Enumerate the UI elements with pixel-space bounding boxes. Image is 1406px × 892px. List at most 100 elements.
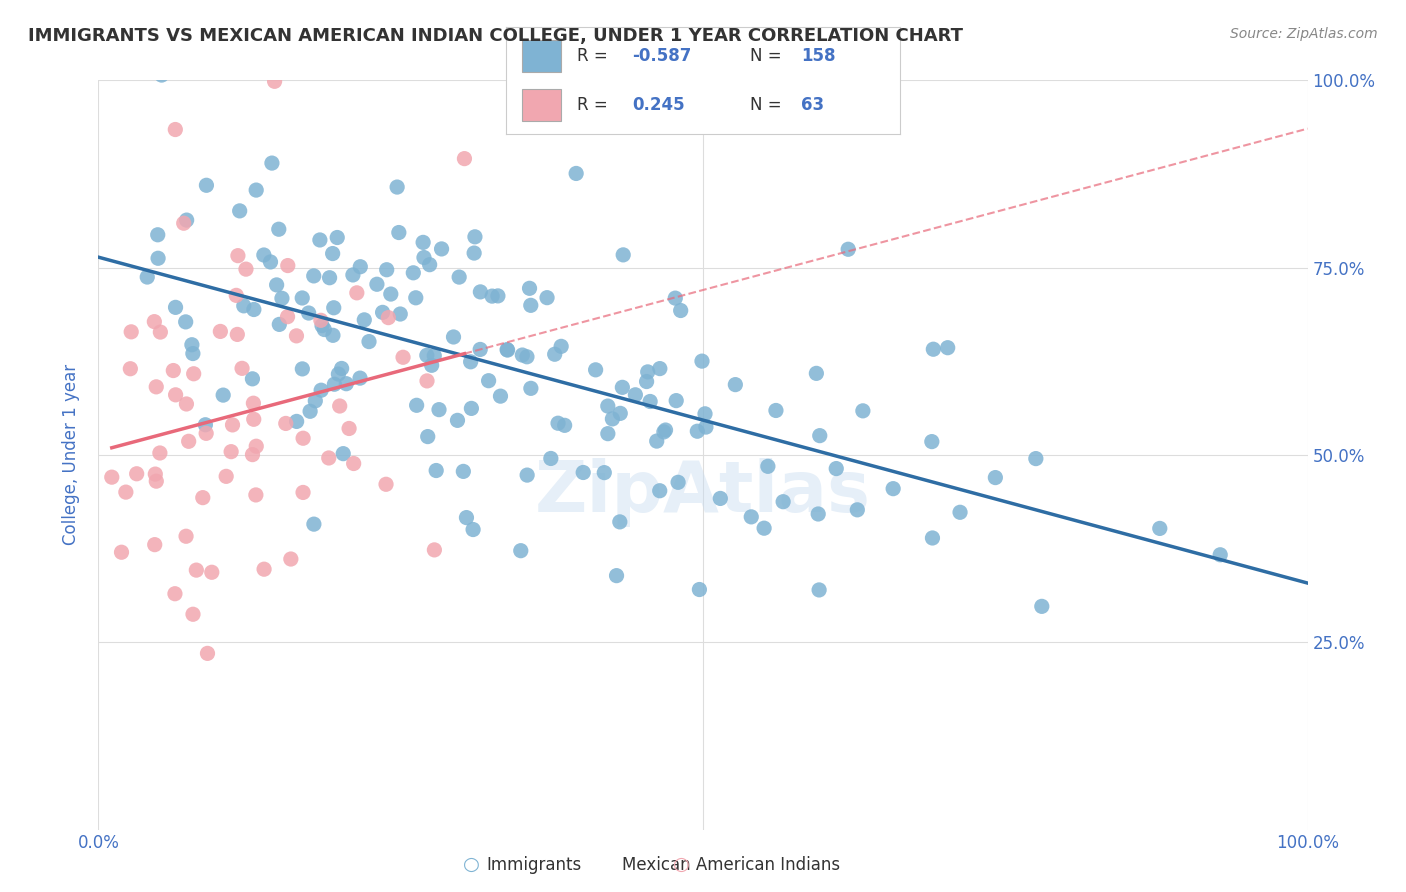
Point bbox=[593, 466, 616, 480]
Point bbox=[149, 446, 172, 460]
Point bbox=[143, 467, 166, 481]
Point bbox=[666, 475, 689, 490]
Point bbox=[219, 444, 242, 458]
Point bbox=[269, 318, 291, 332]
Point bbox=[388, 226, 411, 240]
Point bbox=[292, 485, 315, 500]
Point bbox=[519, 281, 541, 295]
Point bbox=[536, 291, 558, 305]
Point bbox=[637, 365, 659, 379]
Point bbox=[461, 523, 484, 537]
Point bbox=[197, 646, 219, 660]
Point bbox=[375, 262, 398, 277]
Point bbox=[446, 413, 468, 427]
Point bbox=[322, 246, 344, 260]
Point bbox=[430, 242, 453, 256]
Point bbox=[165, 301, 187, 315]
Point bbox=[645, 434, 668, 448]
Point bbox=[520, 381, 543, 395]
Point bbox=[375, 477, 398, 491]
Point bbox=[194, 417, 217, 432]
Point bbox=[274, 417, 297, 431]
Point bbox=[366, 277, 388, 292]
Point bbox=[174, 315, 197, 329]
Text: IMMIGRANTS VS MEXICAN AMERICAN INDIAN COLLEGE, UNDER 1 YEAR CORRELATION CHART: IMMIGRANTS VS MEXICAN AMERICAN INDIAN CO… bbox=[28, 27, 963, 45]
Point bbox=[808, 582, 831, 597]
Point bbox=[314, 322, 336, 336]
Point bbox=[516, 350, 538, 364]
Point bbox=[624, 388, 647, 402]
Point bbox=[921, 531, 943, 545]
Point bbox=[120, 361, 142, 376]
Point bbox=[550, 339, 572, 353]
Text: ○: ○ bbox=[673, 855, 690, 873]
Point bbox=[1031, 599, 1053, 614]
Point bbox=[837, 242, 859, 256]
Point bbox=[285, 329, 308, 343]
Point bbox=[496, 343, 519, 357]
Point bbox=[149, 325, 172, 339]
Point bbox=[177, 434, 200, 449]
Point bbox=[405, 398, 427, 412]
Point bbox=[349, 260, 371, 274]
Point bbox=[212, 388, 235, 402]
Point bbox=[302, 517, 325, 532]
Point bbox=[949, 505, 972, 519]
Point bbox=[201, 566, 224, 580]
Point bbox=[806, 367, 828, 381]
Point bbox=[609, 406, 631, 420]
Point bbox=[309, 233, 332, 247]
Point bbox=[245, 488, 267, 502]
Point bbox=[176, 397, 198, 411]
Point bbox=[176, 213, 198, 227]
Point bbox=[423, 349, 446, 363]
Point bbox=[271, 291, 294, 305]
Point bbox=[449, 270, 471, 285]
Point bbox=[181, 607, 204, 622]
Point bbox=[752, 521, 775, 535]
Point bbox=[686, 424, 709, 438]
Text: 63: 63 bbox=[801, 96, 824, 114]
Point bbox=[496, 343, 519, 357]
Point bbox=[318, 450, 340, 465]
Point bbox=[232, 299, 254, 313]
Point bbox=[772, 494, 794, 508]
Point bbox=[195, 178, 218, 193]
Point bbox=[596, 426, 619, 441]
Point bbox=[648, 361, 671, 376]
Point bbox=[181, 346, 204, 360]
Point bbox=[322, 301, 344, 315]
Point bbox=[385, 180, 408, 194]
Text: N =: N = bbox=[751, 96, 787, 114]
Point bbox=[392, 351, 415, 365]
FancyBboxPatch shape bbox=[522, 89, 561, 121]
Point bbox=[443, 330, 465, 344]
Point bbox=[266, 277, 288, 292]
Point bbox=[226, 249, 249, 263]
Point bbox=[235, 262, 257, 277]
Point bbox=[690, 354, 713, 368]
Point bbox=[481, 289, 503, 303]
Point bbox=[765, 403, 787, 417]
Point bbox=[326, 230, 349, 244]
Point bbox=[695, 420, 717, 434]
Point bbox=[191, 491, 214, 505]
Point bbox=[470, 285, 492, 299]
Point bbox=[242, 396, 264, 410]
Text: 0.245: 0.245 bbox=[633, 96, 685, 114]
Point bbox=[464, 229, 486, 244]
Point bbox=[309, 313, 332, 327]
Point bbox=[337, 421, 360, 435]
Point bbox=[146, 252, 169, 266]
Point bbox=[516, 468, 538, 483]
Point bbox=[665, 393, 688, 408]
Point bbox=[808, 428, 831, 442]
Point bbox=[846, 503, 869, 517]
Point bbox=[852, 404, 875, 418]
Point bbox=[330, 361, 353, 376]
Point bbox=[180, 337, 202, 351]
Point bbox=[115, 485, 138, 500]
Point bbox=[460, 355, 482, 369]
Point bbox=[1025, 451, 1047, 466]
Point bbox=[652, 425, 675, 439]
